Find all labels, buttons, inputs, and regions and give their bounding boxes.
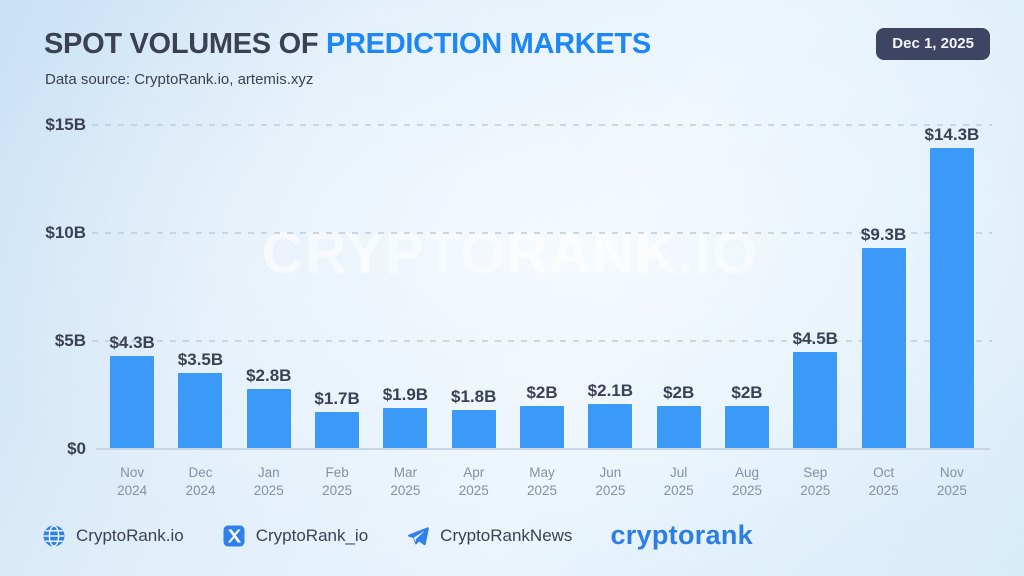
bar	[315, 412, 360, 449]
bar	[383, 408, 428, 449]
bar	[246, 388, 291, 449]
page-title-main: SPOT VOLUMES OF	[44, 28, 326, 60]
x-tick-label: Sep 2025	[800, 465, 831, 498]
bar-value-label: $2B	[731, 382, 763, 402]
footer-link-cryptorank-io[interactable]: CryptoRank.io	[42, 524, 184, 548]
bar-group: $2B	[508, 125, 576, 449]
x-tick-label: May 2025	[527, 465, 558, 498]
x-tick-label: Aug 2025	[731, 465, 762, 498]
footer-link-label: CryptoRank_io	[255, 525, 369, 545]
bar-group: $4.5B	[781, 125, 849, 449]
footer-link-cryptoranknews[interactable]: CryptoRankNews	[406, 524, 572, 548]
x-tick-label: Jan 2025	[253, 465, 284, 498]
footer-link-label: CryptoRankNews	[440, 525, 573, 545]
bar	[793, 351, 838, 449]
bar	[110, 356, 155, 449]
x-tick-label: Apr 2025	[458, 465, 489, 498]
bar-value-label: $2B	[526, 382, 558, 402]
globe-icon	[42, 524, 66, 548]
date-badge: Dec 1, 2025	[876, 28, 990, 60]
bar-group: $1.8B	[440, 125, 508, 449]
footer-links: CryptoRank.io CryptoRank_io CryptoRankNews	[42, 524, 572, 548]
bars-layer: $4.3B $3.5B $2.8B $1.7B $1.9B $1.8B $2B $2.1B $2…	[98, 125, 986, 449]
bar	[451, 410, 496, 449]
gridline	[92, 232, 992, 234]
bar-group: $14.3B	[918, 125, 986, 449]
footer-link-cryptorank-io[interactable]: CryptoRank_io	[222, 524, 368, 548]
x-tick-label: Nov 2025	[936, 465, 967, 498]
x-tick-label: Dec 2024	[185, 465, 216, 498]
y-tick-label: $5B	[54, 331, 86, 350]
y-tick-label: $15B	[45, 115, 86, 134]
x-icon	[222, 524, 246, 548]
x-tick-label: Mar 2025	[390, 465, 421, 498]
bar-group: $4.3B	[98, 125, 166, 449]
bar	[178, 373, 223, 449]
data-source-subtitle: Data source: CryptoRank.io, artemis.xyz	[45, 71, 314, 88]
bar-chart: $15B $10B $5B $0 $4.3B $3.5B $2.8B $1.7B $1.9B $…	[45, 115, 992, 458]
x-tick-label: Jun 2025	[595, 465, 626, 498]
bar-group: $2B	[713, 125, 781, 449]
footer: CryptoRank.io CryptoRank_io CryptoRankNews…	[42, 520, 753, 551]
bar-group: $3.5B	[166, 125, 234, 449]
bar-group: $2B	[645, 125, 713, 449]
gridline	[92, 340, 992, 342]
bar	[724, 405, 769, 449]
bar-value-label: $1.7B	[314, 389, 360, 409]
bar-group: $1.9B	[371, 125, 439, 449]
gridline	[92, 124, 992, 126]
x-tick-label: Oct 2025	[868, 465, 899, 498]
footer-link-label: CryptoRank.io	[76, 525, 184, 545]
bar	[520, 405, 565, 449]
bar-value-label: $14.3B	[924, 125, 980, 144]
bar-value-label: $3.5B	[177, 350, 224, 370]
page-title-accent: PREDICTION MARKETS	[326, 28, 651, 60]
x-axis-line	[96, 448, 990, 450]
bar-value-label: $4.3B	[109, 333, 155, 353]
page-title: SPOT VOLUMES OF PREDICTION MARKETS	[44, 28, 651, 61]
y-tick-label: $0	[67, 439, 86, 458]
bar-value-label: $4.5B	[792, 328, 838, 348]
x-tick-label: Nov 2024	[117, 465, 148, 498]
x-tick-label: Feb 2025	[322, 465, 353, 498]
bar-value-label: $1.9B	[382, 385, 429, 404]
bar	[588, 403, 633, 449]
x-tick-label: Jul 2025	[663, 465, 694, 498]
cryptorank-logo: cryptorank	[610, 520, 753, 550]
bar-group: $2.8B	[235, 125, 303, 449]
bar-value-label: $2.8B	[246, 365, 292, 385]
bar	[929, 148, 974, 449]
bar-value-label: $1.8B	[451, 387, 497, 407]
telegram-icon	[406, 524, 430, 548]
bar-value-label: $9.3B	[860, 225, 907, 245]
bar-value-label: $2B	[663, 382, 695, 402]
bar	[861, 248, 906, 449]
bar-value-label: $2.1B	[587, 380, 634, 400]
x-axis-labels: Nov 2024 Dec 2024 Jan 2025 Feb 2025 Mar 2025 Apr 20…	[98, 464, 986, 499]
bar-group: $1.7B	[303, 125, 371, 449]
bar-group: $9.3B	[849, 125, 917, 449]
bar-group: $2.1B	[576, 125, 644, 449]
bar	[656, 405, 701, 449]
y-tick-label: $10B	[45, 223, 86, 242]
